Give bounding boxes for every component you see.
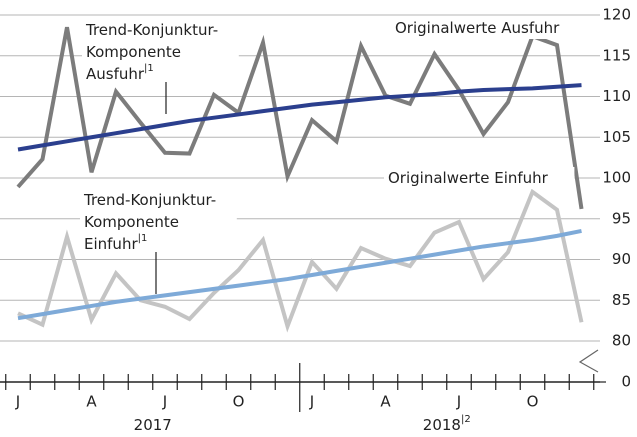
series-line bbox=[16, 26, 584, 210]
annotation-line: Trend-Konjunktur- bbox=[83, 191, 216, 209]
footnote: |1 bbox=[144, 63, 154, 74]
y-tick-label: 80 bbox=[612, 332, 631, 350]
footnote: |2 bbox=[461, 414, 471, 425]
annotation-bg bbox=[82, 19, 239, 85]
series-line bbox=[17, 188, 584, 333]
y-tick-label: 115 bbox=[602, 46, 631, 64]
y-tick-label: 100 bbox=[602, 169, 631, 187]
series-line bbox=[17, 229, 582, 321]
annotation-text: Komponente bbox=[84, 213, 179, 231]
x-tick-label: A bbox=[380, 393, 391, 411]
year-text: 2018 bbox=[423, 416, 461, 434]
axis: 0 80 85 90 95 100 105 110 115 120 J A J O J A J O 2017 2018… bbox=[5, 6, 631, 434]
annotation-text: Trend-Konjunktur- bbox=[85, 21, 218, 39]
annotation-text: Trend-Konjunktur- bbox=[83, 191, 216, 209]
y-tick-label: 120 bbox=[602, 6, 631, 24]
x-tick-label: J bbox=[162, 393, 167, 411]
y-tick-label: 85 bbox=[612, 291, 631, 309]
annotation: Trend-Konjunktur- Komponente Ausfuhr|1 bbox=[82, 19, 239, 114]
annotation-line: Komponente bbox=[84, 213, 179, 231]
x-tick-label: O bbox=[233, 393, 245, 411]
y-tick-label: 90 bbox=[612, 250, 631, 268]
y-tick-label: 105 bbox=[602, 128, 631, 146]
annotation: Originalwerte Einfuhr bbox=[384, 167, 575, 189]
lines bbox=[16, 26, 584, 333]
annotation: Originalwerte Ausfuhr bbox=[391, 17, 582, 39]
annotation-text: Originalwerte Ausfuhr bbox=[395, 19, 560, 37]
annotation-text: Einfuhr|1 bbox=[84, 233, 147, 253]
annotation-bg bbox=[384, 167, 575, 189]
annotation-text: Komponente bbox=[86, 43, 181, 61]
annotation-text: Ausfuhr|1 bbox=[86, 63, 154, 83]
y-tick-label: 110 bbox=[602, 87, 631, 105]
annotation-line: Ausfuhr bbox=[86, 65, 145, 83]
annotation-text: Originalwerte Einfuhr bbox=[388, 169, 549, 187]
annotation-line: Originalwerte Einfuhr bbox=[388, 169, 549, 187]
footnote: |1 bbox=[138, 233, 148, 244]
annotation-bg bbox=[80, 189, 237, 255]
year-label: 2017 bbox=[134, 416, 172, 434]
y-tick-label: 95 bbox=[612, 209, 631, 227]
annotations: Trend-Konjunktur-KomponenteAusfuhr|1Orig… bbox=[80, 17, 582, 294]
annotation-line: Einfuhr bbox=[84, 235, 138, 253]
annotation: Trend-Konjunktur- Komponente Einfuhr|1 bbox=[80, 189, 237, 294]
x-tick-label: J bbox=[456, 393, 461, 411]
year-text: 2017 bbox=[134, 416, 172, 434]
x-tick-label: J bbox=[15, 393, 20, 411]
x-tick-label: J bbox=[309, 393, 314, 411]
axis-break bbox=[578, 349, 599, 373]
year-label: 2018|2 bbox=[423, 414, 471, 434]
x-tick-label: A bbox=[86, 393, 97, 411]
x-tick-label: O bbox=[527, 393, 539, 411]
annotation-line: Originalwerte Ausfuhr bbox=[395, 19, 560, 37]
annotation-bg bbox=[391, 17, 582, 39]
y-tick-label: 0 bbox=[621, 373, 631, 391]
series-line bbox=[17, 83, 582, 152]
annotation-line: Trend-Konjunktur- bbox=[85, 21, 218, 39]
annotation-line: Komponente bbox=[86, 43, 181, 61]
